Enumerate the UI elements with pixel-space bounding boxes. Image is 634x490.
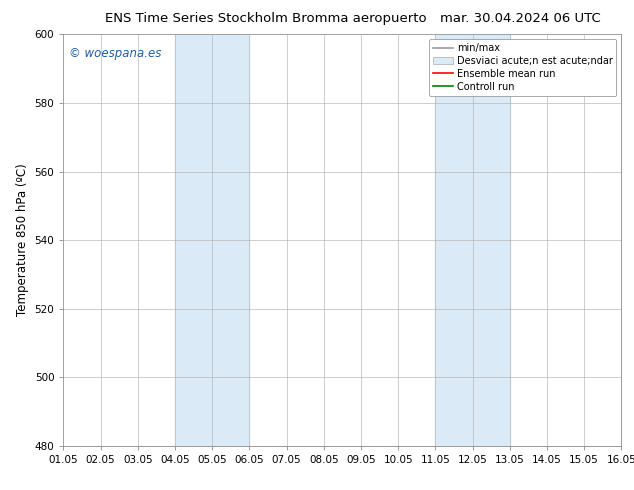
Bar bbox=[436, 34, 510, 446]
Text: ENS Time Series Stockholm Bromma aeropuerto: ENS Time Series Stockholm Bromma aeropue… bbox=[105, 12, 427, 25]
Legend: min/max, Desviaci acute;n est acute;ndar, Ensemble mean run, Controll run: min/max, Desviaci acute;n est acute;ndar… bbox=[429, 39, 616, 96]
Bar bbox=[175, 34, 249, 446]
Text: mar. 30.04.2024 06 UTC: mar. 30.04.2024 06 UTC bbox=[439, 12, 600, 25]
Y-axis label: Temperature 850 hPa (ºC): Temperature 850 hPa (ºC) bbox=[16, 164, 29, 317]
Text: © woespana.es: © woespana.es bbox=[69, 47, 162, 60]
